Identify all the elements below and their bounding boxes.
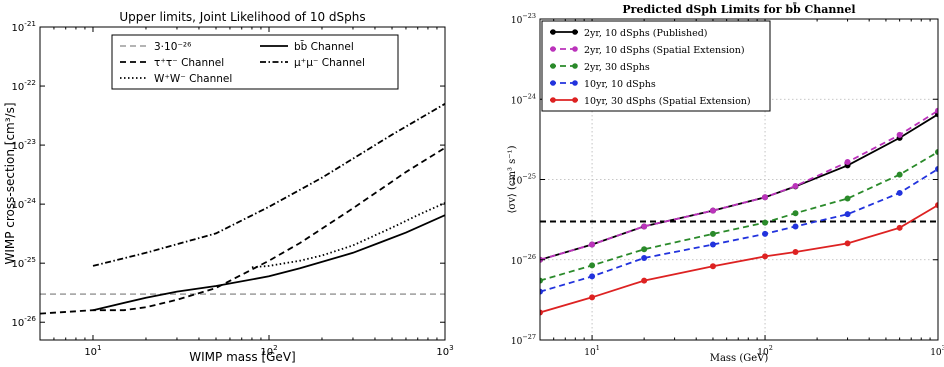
x-tick-label-1: 102: [757, 344, 773, 358]
legend-label-2: 2yr, 30 dSphs: [584, 62, 650, 73]
series-3-point-4: [762, 230, 769, 237]
series-3-point-6: [844, 211, 851, 218]
series-2-point-1: [589, 262, 596, 269]
series-4-point-2: [641, 277, 648, 284]
legend-label-0: 2yr, 10 dSphs (Published): [584, 28, 708, 39]
series-line-2: [40, 147, 445, 315]
x-tick-label-2: 103: [930, 344, 944, 358]
series-2-point-0: [540, 277, 543, 284]
series-line-3: [540, 168, 938, 293]
series-2-point-8: [935, 149, 938, 156]
legend-marker-2: [572, 63, 578, 69]
y-tick-label-3: 10-23: [12, 137, 36, 152]
legend-marker-3: [550, 80, 556, 86]
series-line-1: [92, 214, 445, 312]
series-line-4: [540, 204, 938, 314]
series-2-point-7: [896, 171, 903, 178]
legend-label-0: 3·10⁻²⁶: [154, 41, 191, 53]
legend-marker-4: [572, 97, 578, 103]
legend-label-4: 10yr, 30 dSphs (Spatial Extension): [584, 96, 751, 107]
legend: 3·10⁻²⁶ bb̄ Channel τ⁺τ⁻ Channel μ⁺μ⁻ Chann…: [111, 34, 399, 90]
y-tick-label-4: 10-22: [12, 78, 36, 93]
legend-label-4: W⁺W⁻ Channel: [154, 73, 232, 85]
series-1-point-7: [896, 131, 903, 138]
series-2-point-5: [792, 210, 799, 217]
x-axis-label: WIMP mass [GeV]: [189, 350, 295, 364]
y-axis-label: WIMP cross-section [cm³/s]: [3, 102, 17, 264]
y-tick-label-5: 10-21: [12, 19, 36, 34]
legend-box: [541, 20, 771, 112]
y-tick-label-2: 10-24: [12, 196, 37, 211]
series-line-4: [251, 202, 445, 269]
chart-title: Upper limits, Joint Likelihood of 10 dSp…: [119, 10, 365, 24]
x-tick-label-0: 101: [584, 344, 600, 358]
legend-marker-2: [550, 63, 556, 69]
y-tick-label-4: 10−23: [511, 12, 536, 26]
series-4-point-0: [540, 309, 543, 316]
series-4-point-7: [896, 224, 903, 231]
series-3-point-5: [792, 223, 799, 230]
left-chart: 101 102 103 10-26 10-25 10-24 10-23 10-22 10-21 U…: [3, 10, 454, 364]
series-4-point-4: [762, 253, 769, 260]
legend-label-2: τ⁺τ⁻ Channel: [154, 57, 224, 69]
y-tick-label-0: 10−27: [511, 333, 536, 347]
series-4-point-1: [589, 294, 596, 301]
legend-label-1: bb̄ Channel: [294, 40, 354, 53]
series-line-3: [92, 103, 445, 267]
series-3-point-8: [935, 166, 938, 173]
series-1-point-3: [709, 207, 716, 214]
x-tick-label-0: 101: [84, 343, 101, 358]
series-1-point-8: [935, 107, 938, 114]
legend-marker-3: [572, 80, 578, 86]
x-tick-label-1: 102: [260, 343, 277, 358]
series-4-point-8: [935, 202, 938, 209]
y-tick-label-3: 10−24: [511, 92, 536, 106]
legend-box: [111, 34, 399, 90]
series-3-point-0: [540, 288, 543, 295]
series-4-point-6: [844, 240, 851, 247]
legend-label-3: μ⁺μ⁻ Channel: [294, 57, 365, 69]
legend-marker-1: [550, 46, 556, 52]
y-tick-label-0: 10-26: [12, 314, 37, 329]
x-axis-label: Mass (GeV): [710, 353, 769, 364]
series-2-point-2: [641, 246, 648, 253]
legend-label-3: 10yr, 10 dSphs: [584, 79, 656, 90]
series-4-point-3: [709, 263, 716, 270]
series-1-point-2: [641, 223, 648, 230]
series-3-point-7: [896, 189, 903, 196]
y-tick-label-1: 10-25: [12, 255, 36, 270]
series-2-point-3: [709, 230, 716, 237]
right-chart: 101 102 103 10−27 10−26 10−25 10−24 10−23 Predic…: [507, 2, 944, 364]
legend-marker-0: [572, 29, 578, 35]
series-3-point-1: [589, 273, 596, 280]
plot-area: [40, 103, 445, 315]
axes-frame: [39, 26, 446, 341]
series-2-point-4: [762, 219, 769, 226]
series-1-point-6: [844, 159, 851, 166]
legend-marker-4: [550, 97, 556, 103]
y-axis-label: ⟨σv⟩ (cm³ s⁻¹): [507, 145, 518, 213]
legend-marker-0: [550, 29, 556, 35]
plot-area: [540, 107, 938, 316]
y-tick-label-1: 10−26: [511, 253, 536, 267]
series-1-point-1: [589, 241, 596, 248]
legend-marker-1: [572, 46, 578, 52]
series-3-point-2: [641, 255, 648, 262]
legend-label-1: 2yr, 10 dSphs (Spatial Extension): [584, 45, 745, 56]
series-3-point-3: [709, 241, 716, 248]
series-line-0: [540, 113, 938, 261]
series-4-point-5: [792, 248, 799, 255]
series-1-point-5: [792, 182, 799, 189]
x-tick-label-2: 103: [436, 343, 453, 358]
chart-title: Predicted dSph Limits for bb̄ Channel: [622, 2, 855, 16]
series-2-point-6: [844, 195, 851, 202]
series-1-point-4: [762, 194, 769, 201]
y-tick-label-2: 10−25: [511, 173, 536, 187]
legend: 2yr, 10 dSphs (Published) 2yr, 10 dSphs (…: [541, 20, 771, 112]
